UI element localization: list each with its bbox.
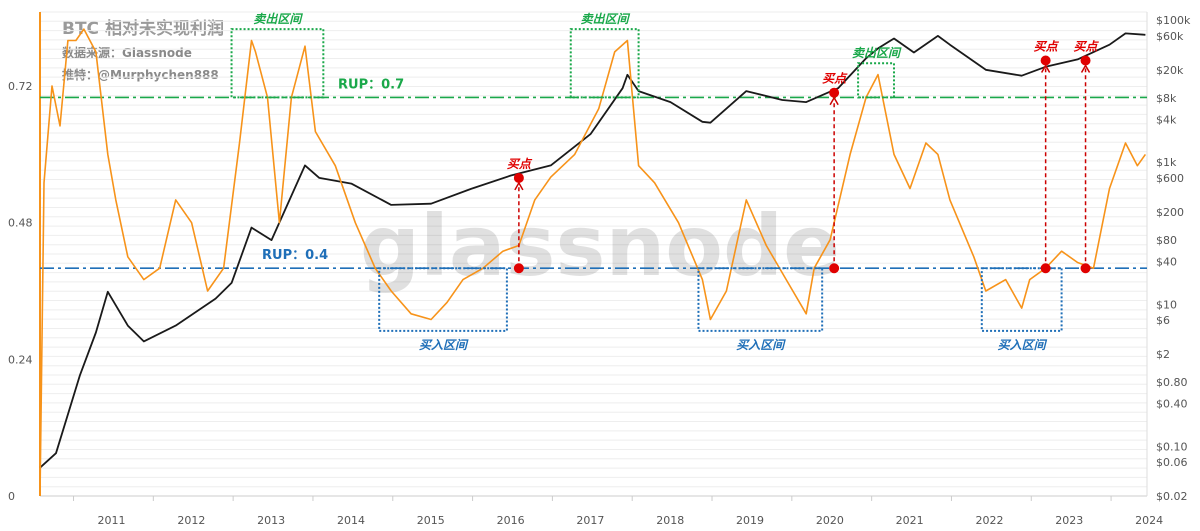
sell-zone-box	[857, 62, 895, 99]
x-tick-label: 2016	[497, 514, 525, 527]
y-right-tick-label: $0.02	[1156, 490, 1188, 503]
y-left-tick-label: 0.48	[8, 217, 33, 230]
y-right-tick-label: $40	[1156, 255, 1177, 268]
btc-price-line	[39, 32, 1146, 469]
buy-point-dot-low	[829, 263, 840, 274]
x-tick-label: 2012	[177, 514, 205, 527]
buy-point-dot-high	[513, 172, 524, 183]
x-tick-label: 2018	[656, 514, 684, 527]
buy-point-dot-low	[513, 263, 524, 274]
y-right-tick-label: $0.40	[1156, 398, 1188, 411]
buy-point-dot-high	[829, 87, 840, 98]
buy-point-dot-low	[1040, 263, 1051, 274]
buy-point-label: 买点	[1034, 39, 1060, 53]
buy-point-dot-high	[1040, 55, 1051, 66]
y-right-tick-label: $2	[1156, 348, 1170, 361]
y-right-tick-label: $4k	[1156, 113, 1177, 126]
x-tick-label: 2022	[975, 514, 1003, 527]
watermark: glassnode	[360, 197, 840, 295]
buy-zone-box	[980, 267, 1063, 332]
buy-point-label: 买点	[1074, 39, 1100, 53]
y-right-tick-label: $600	[1156, 172, 1184, 185]
sell-zone-label: 卖出区间	[581, 12, 631, 26]
buy-zone-box	[697, 267, 824, 332]
threshold-label: RUP：0.4	[262, 248, 328, 263]
sell-zone-box	[569, 28, 640, 99]
buy-zone-box	[378, 267, 508, 332]
buy-point-label: 买点	[507, 157, 533, 171]
x-tick-label: 2021	[896, 514, 924, 527]
y-right-tick-label: $60k	[1156, 30, 1184, 43]
x-tick-label: 2015	[417, 514, 445, 527]
y-right-tick-label: $20k	[1156, 64, 1184, 77]
rup-line	[39, 28, 1147, 497]
sell-zone-label: 卖出区间	[852, 46, 902, 60]
sell-zone-label: 卖出区间	[253, 12, 303, 26]
author-handle: 推特：@Murphychen888	[62, 68, 219, 82]
buy-point-dot-high	[1080, 55, 1091, 66]
y-right-tick-label: $8k	[1156, 92, 1177, 105]
y-left-tick-label: 0	[8, 490, 15, 503]
sell-zone-box	[230, 28, 325, 99]
y-left-tick-label: 0.24	[8, 353, 33, 366]
buy-point-label: 买点	[822, 72, 848, 86]
x-tick-label: 2019	[736, 514, 764, 527]
y-right-tick-label: $0.06	[1156, 456, 1188, 469]
x-tick-label: 2013	[257, 514, 285, 527]
y-right-tick-label: $1k	[1156, 156, 1177, 169]
threshold-label: RUP：0.7	[338, 77, 404, 92]
x-tick-label: 2014	[337, 514, 365, 527]
buy-zone-label: 买入区间	[998, 338, 1048, 352]
x-tick-label: 2024	[1135, 514, 1163, 527]
buy-zone-label: 买入区间	[419, 338, 469, 352]
chart-title: BTC 相对未实现利润	[62, 19, 224, 39]
buy-point-dot-low	[1080, 263, 1091, 274]
y-right-tick-label: $0.10	[1156, 440, 1188, 453]
y-right-tick-label: $10	[1156, 298, 1177, 311]
y-left-tick-label: 0.72	[8, 80, 33, 93]
x-tick-label: 2011	[98, 514, 126, 527]
x-tick-label: 2017	[576, 514, 604, 527]
buy-zone-label: 买入区间	[736, 338, 786, 352]
y-right-tick-label: $80	[1156, 234, 1177, 247]
x-tick-label: 2023	[1055, 514, 1083, 527]
y-right-tick-label: $0.80	[1156, 376, 1188, 389]
y-right-tick-label: $6	[1156, 314, 1170, 327]
y-right-tick-label: $200	[1156, 206, 1184, 219]
y-right-tick-label: $100k	[1156, 14, 1191, 27]
x-tick-label: 2020	[816, 514, 844, 527]
